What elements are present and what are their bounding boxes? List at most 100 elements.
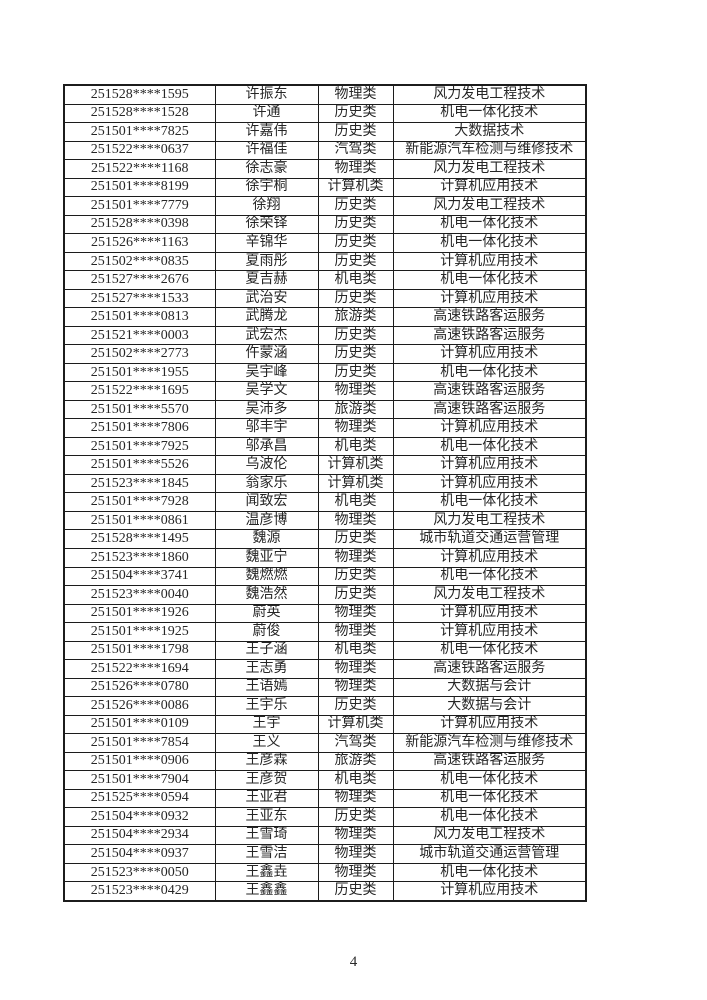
cell-student-name: 武治安 — [214, 288, 319, 309]
table-row: 251501****7854 王义 汽驾类 新能源汽车检测与维修技术 — [63, 733, 587, 753]
table-row: 251502****0835 夏雨彤 历史类 计算机应用技术 — [63, 251, 587, 272]
cell-category: 物理类 — [317, 510, 394, 531]
cell-category: 物理类 — [317, 84, 394, 105]
cell-student-name: 王彦贺 — [214, 770, 319, 790]
table-row: 251522****1695 吴学文 物理类 高速铁路客运服务 — [63, 381, 587, 401]
cell-exam-id: 251504****3741 — [63, 566, 216, 587]
cell-student-name: 王雪洁 — [214, 844, 319, 864]
cell-exam-id: 251523****1860 — [63, 548, 216, 568]
cell-category: 物理类 — [317, 603, 394, 624]
cell-exam-id: 251528****1595 — [63, 84, 216, 105]
cell-student-name: 魏源 — [214, 529, 319, 549]
cell-student-name: 翁家乐 — [214, 473, 319, 494]
cell-admitted-major: 大数据与会计 — [392, 696, 587, 716]
cell-exam-id: 251501****1925 — [63, 622, 216, 642]
cell-admitted-major: 机电一体化技术 — [392, 770, 587, 790]
cell-exam-id: 251523****0429 — [63, 881, 216, 902]
table-row: 251501****0906 王彦霖 旅游类 高速铁路客运服务 — [63, 751, 587, 772]
table-row: 251501****7779 徐翔 历史类 风力发电工程技术 — [63, 196, 587, 216]
table-row: 251501****7825 许嘉伟 历史类 大数据技术 — [63, 122, 587, 142]
cell-admitted-major: 机电一体化技术 — [392, 566, 587, 587]
cell-exam-id: 251522****1694 — [63, 659, 216, 679]
cell-admitted-major: 机电一体化技术 — [392, 270, 587, 290]
cell-category: 物理类 — [317, 381, 394, 401]
cell-exam-id: 251501****0861 — [63, 510, 216, 531]
cell-admitted-major: 计算机应用技术 — [392, 455, 587, 475]
cell-student-name: 王亚君 — [214, 788, 319, 809]
cell-student-name: 魏浩然 — [214, 585, 319, 605]
cell-admitted-major: 计算机应用技术 — [392, 177, 587, 198]
cell-admitted-major: 机电一体化技术 — [392, 788, 587, 809]
cell-category: 计算机类 — [317, 714, 394, 735]
table-row: 251527****1533 武治安 历史类 计算机应用技术 — [63, 288, 587, 309]
cell-student-name: 吴宇峰 — [214, 362, 319, 383]
cell-admitted-major: 计算机应用技术 — [392, 622, 587, 642]
cell-category: 计算机类 — [317, 473, 394, 494]
cell-student-name: 蔚俊 — [214, 622, 319, 642]
cell-category: 历史类 — [317, 325, 394, 346]
cell-student-name: 王亚东 — [214, 807, 319, 827]
cell-exam-id: 251526****0086 — [63, 696, 216, 716]
cell-category: 机电类 — [317, 492, 394, 512]
cell-admitted-major: 高速铁路客运服务 — [392, 307, 587, 327]
table-row: 251521****0003 武宏杰 历史类 高速铁路客运服务 — [63, 325, 587, 346]
cell-admitted-major: 风力发电工程技术 — [392, 84, 587, 105]
cell-category: 汽驾类 — [317, 140, 394, 161]
table-row: 251501****1955 吴宇峰 历史类 机电一体化技术 — [63, 362, 587, 383]
cell-student-name: 闻致宏 — [214, 492, 319, 512]
cell-category: 历史类 — [317, 696, 394, 716]
cell-student-name: 许嘉伟 — [214, 122, 319, 142]
cell-admitted-major: 高速铁路客运服务 — [392, 381, 587, 401]
roster-table-body: 251528****1595 许振东 物理类 风力发电工程技术 251528****15… — [63, 84, 587, 902]
table-row: 251501****5526 乌波伦 计算机类 计算机应用技术 — [63, 455, 587, 475]
table-row: 251526****0086 王宇乐 历史类 大数据与会计 — [63, 696, 587, 716]
cell-exam-id: 251522****0637 — [63, 140, 216, 161]
cell-exam-id: 251501****7825 — [63, 122, 216, 142]
cell-exam-id: 251528****1528 — [63, 103, 216, 124]
cell-category: 计算机类 — [317, 455, 394, 475]
cell-student-name: 夏雨彤 — [214, 251, 319, 272]
cell-exam-id: 251501****1798 — [63, 640, 216, 661]
cell-admitted-major: 计算机应用技术 — [392, 548, 587, 568]
cell-exam-id: 251501****5570 — [63, 399, 216, 420]
cell-student-name: 仵蒙涵 — [214, 344, 319, 364]
table-row: 251523****1845 翁家乐 计算机类 计算机应用技术 — [63, 473, 587, 494]
table-row: 251501****1798 王子涵 机电类 机电一体化技术 — [63, 640, 587, 661]
table-row: 251523****0429 王鑫鑫 历史类 计算机应用技术 — [63, 881, 587, 902]
cell-admitted-major: 机电一体化技术 — [392, 214, 587, 235]
cell-category: 物理类 — [317, 659, 394, 679]
cell-category: 历史类 — [317, 807, 394, 827]
cell-student-name: 武腾龙 — [214, 307, 319, 327]
cell-admitted-major: 计算机应用技术 — [392, 251, 587, 272]
cell-exam-id: 251502****2773 — [63, 344, 216, 364]
cell-exam-id: 251526****0780 — [63, 677, 216, 698]
cell-category: 物理类 — [317, 788, 394, 809]
cell-category: 历史类 — [317, 881, 394, 902]
cell-exam-id: 251527****2676 — [63, 270, 216, 290]
cell-category: 机电类 — [317, 436, 394, 457]
table-row: 251527****2676 夏吉赫 机电类 机电一体化技术 — [63, 270, 587, 290]
cell-admitted-major: 风力发电工程技术 — [392, 510, 587, 531]
table-row: 251525****0594 王亚君 物理类 机电一体化技术 — [63, 788, 587, 809]
cell-admitted-major: 风力发电工程技术 — [392, 159, 587, 179]
table-row: 251501****7806 邬丰宇 物理类 计算机应用技术 — [63, 418, 587, 438]
cell-exam-id: 251501****7928 — [63, 492, 216, 512]
cell-category: 汽驾类 — [317, 733, 394, 753]
cell-exam-id: 251525****0594 — [63, 788, 216, 809]
cell-category: 历史类 — [317, 566, 394, 587]
cell-exam-id: 251527****1533 — [63, 288, 216, 309]
table-row: 251523****1860 魏亚宁 物理类 计算机应用技术 — [63, 548, 587, 568]
cell-student-name: 王宇乐 — [214, 696, 319, 716]
table-row: 251501****1926 蔚英 物理类 计算机应用技术 — [63, 603, 587, 624]
student-roster-table: 251528****1595 许振东 物理类 风力发电工程技术 251528****15… — [63, 84, 587, 902]
cell-admitted-major: 高速铁路客运服务 — [392, 325, 587, 346]
cell-student-name: 邬承昌 — [214, 436, 319, 457]
cell-exam-id: 251501****1955 — [63, 362, 216, 383]
cell-admitted-major: 新能源汽车检测与维修技术 — [392, 140, 587, 161]
cell-admitted-major: 计算机应用技术 — [392, 881, 587, 902]
cell-category: 计算机类 — [317, 177, 394, 198]
cell-admitted-major: 高速铁路客运服务 — [392, 659, 587, 679]
cell-exam-id: 251523****0040 — [63, 585, 216, 605]
cell-exam-id: 251501****7806 — [63, 418, 216, 438]
